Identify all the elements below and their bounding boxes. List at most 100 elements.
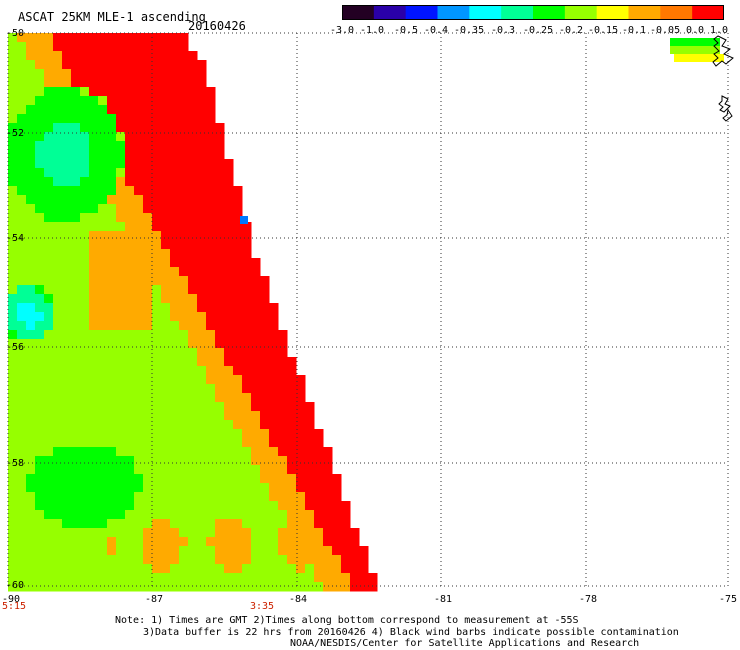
- data-cell: [224, 321, 234, 331]
- data-cell: [188, 51, 198, 61]
- data-cell: [26, 348, 36, 358]
- data-cell: [107, 501, 117, 511]
- data-cell: [242, 402, 252, 412]
- data-cell: [215, 132, 225, 142]
- data-cell: [170, 384, 180, 394]
- data-cell: [62, 312, 72, 322]
- data-cell: [62, 87, 72, 97]
- data-cell: [260, 339, 270, 349]
- data-cell: [71, 357, 81, 367]
- data-cell: [134, 240, 144, 250]
- data-cell: [242, 312, 252, 322]
- data-cell: [98, 258, 108, 268]
- data-cell: [134, 420, 144, 430]
- data-cell: [62, 537, 72, 547]
- data-cell: [26, 510, 36, 520]
- data-cell: [161, 69, 171, 79]
- data-cell: [188, 294, 198, 304]
- data-cell: [35, 195, 45, 205]
- data-cell: [62, 258, 72, 268]
- data-cell: [80, 582, 90, 592]
- data-cell: [314, 582, 324, 592]
- data-cell: [350, 528, 360, 538]
- data-cell: [143, 582, 153, 592]
- data-cell: [107, 168, 117, 178]
- data-cell: [170, 96, 180, 106]
- data-cell: [206, 411, 216, 421]
- data-cell: [260, 528, 270, 538]
- data-cell: [143, 267, 153, 277]
- data-cell: [188, 483, 198, 493]
- data-cell: [161, 411, 171, 421]
- data-cell: [62, 555, 72, 565]
- data-cell: [125, 195, 135, 205]
- data-cell: [26, 375, 36, 385]
- data-cell: [89, 420, 99, 430]
- data-cell: [161, 312, 171, 322]
- data-cell: [8, 411, 18, 421]
- data-cell: [35, 411, 45, 421]
- data-cell: [89, 105, 99, 115]
- data-cell: [287, 447, 297, 457]
- data-cell: [143, 123, 153, 133]
- data-cell: [89, 483, 99, 493]
- data-cell: [62, 150, 72, 160]
- data-cell: [215, 384, 225, 394]
- data-cell: [98, 555, 108, 565]
- data-cell: [98, 420, 108, 430]
- data-cell: [260, 393, 270, 403]
- data-cell: [17, 330, 27, 340]
- data-cell: [170, 285, 180, 295]
- data-cell: [152, 285, 162, 295]
- data-cell: [170, 60, 180, 70]
- data-cell: [107, 249, 117, 259]
- pass-time-label: 5:15: [2, 601, 27, 612]
- data-cell: [89, 33, 99, 43]
- data-cell: [125, 42, 135, 52]
- data-cell: [206, 168, 216, 178]
- data-cell: [152, 492, 162, 502]
- data-cell: [260, 276, 270, 286]
- data-cell: [143, 321, 153, 331]
- data-cell: [44, 96, 54, 106]
- data-cell: [53, 312, 63, 322]
- data-cell: [80, 42, 90, 52]
- data-cell: [107, 204, 117, 214]
- data-cell: [143, 456, 153, 466]
- data-cell: [134, 60, 144, 70]
- data-cell: [62, 114, 72, 124]
- data-cell: [215, 573, 225, 583]
- data-cell: [35, 384, 45, 394]
- data-cell: [197, 87, 207, 97]
- data-cell: [341, 510, 351, 520]
- data-cell: [71, 330, 81, 340]
- data-cell: [125, 402, 135, 412]
- data-cell: [215, 348, 225, 358]
- data-cell: [170, 114, 180, 124]
- data-cell: [179, 303, 189, 313]
- data-cell: [53, 573, 63, 583]
- data-cell: [314, 519, 324, 529]
- data-cell: [206, 474, 216, 484]
- data-cell: [188, 456, 198, 466]
- data-cell: [152, 456, 162, 466]
- data-cell: [17, 132, 27, 142]
- note-line-1: Note: 1) Times are GMT 2)Times along bot…: [115, 615, 579, 626]
- data-cell: [62, 267, 72, 277]
- data-cell: [332, 555, 342, 565]
- data-cell: [62, 330, 72, 340]
- data-cell: [206, 123, 216, 133]
- data-cell: [269, 492, 279, 502]
- data-cell: [206, 456, 216, 466]
- data-cell: [35, 42, 45, 52]
- data-cell: [17, 78, 27, 88]
- data-cell: [26, 78, 36, 88]
- data-cell: [152, 555, 162, 565]
- data-cell: [152, 330, 162, 340]
- data-cell: [125, 429, 135, 439]
- data-cell: [350, 564, 360, 574]
- data-cell: [188, 528, 198, 538]
- data-cell: [125, 573, 135, 583]
- data-cell: [242, 447, 252, 457]
- data-cell: [188, 276, 198, 286]
